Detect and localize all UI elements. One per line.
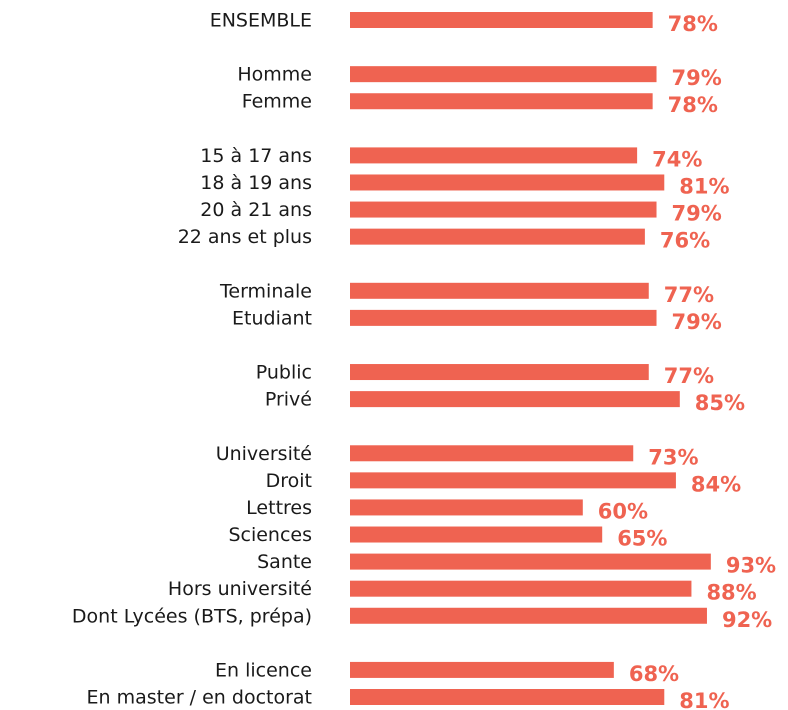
value-label: 74% bbox=[652, 147, 702, 171]
category-label: Sciences bbox=[228, 524, 312, 546]
value-label: 93% bbox=[726, 554, 776, 578]
value-label: 78% bbox=[668, 93, 718, 117]
value-label: 77% bbox=[664, 283, 714, 307]
category-label: Etudiant bbox=[232, 307, 312, 329]
value-label: 77% bbox=[664, 364, 714, 388]
value-label: 76% bbox=[660, 229, 710, 253]
bar bbox=[350, 201, 657, 218]
category-label: Lettres bbox=[246, 497, 312, 519]
category-label: En licence bbox=[215, 659, 312, 681]
value-label: 85% bbox=[695, 391, 745, 415]
bar bbox=[350, 689, 665, 705]
value-label: 79% bbox=[672, 310, 722, 334]
value-label: 88% bbox=[706, 581, 756, 605]
bar bbox=[350, 580, 692, 597]
value-label: 81% bbox=[679, 174, 729, 198]
value-label: 65% bbox=[617, 527, 667, 551]
category-label: Terminale bbox=[219, 280, 312, 302]
value-label: 79% bbox=[672, 66, 722, 90]
category-label: Droit bbox=[266, 470, 312, 492]
bar bbox=[350, 282, 649, 299]
bar bbox=[350, 661, 614, 678]
category-label: 18 à 19 ans bbox=[200, 172, 312, 194]
bar bbox=[350, 499, 583, 516]
category-label: 20 à 21 ans bbox=[200, 199, 312, 221]
value-label: 81% bbox=[679, 689, 729, 710]
value-label: 60% bbox=[598, 499, 648, 523]
value-label: 68% bbox=[629, 662, 679, 686]
category-label: Sante bbox=[257, 551, 312, 573]
bar bbox=[350, 553, 711, 570]
bar bbox=[350, 472, 676, 489]
category-label: Privé bbox=[265, 389, 312, 411]
bar bbox=[350, 174, 665, 191]
category-label: 15 à 17 ans bbox=[200, 145, 312, 167]
bar bbox=[350, 309, 657, 326]
value-label: 84% bbox=[691, 472, 741, 496]
value-label: 73% bbox=[648, 445, 698, 469]
category-label: Public bbox=[256, 362, 312, 384]
bar bbox=[350, 12, 653, 28]
category-label: En master / en doctorat bbox=[87, 687, 312, 709]
bar bbox=[350, 93, 653, 110]
value-label: 92% bbox=[722, 608, 772, 632]
category-label: Université bbox=[216, 443, 312, 465]
value-label: 79% bbox=[672, 202, 722, 226]
bar bbox=[350, 607, 707, 624]
category-label: ENSEMBLE bbox=[210, 10, 312, 32]
category-label: Hors université bbox=[168, 578, 312, 600]
bar bbox=[350, 228, 645, 245]
category-label: 22 ans et plus bbox=[178, 226, 312, 248]
bar bbox=[350, 391, 680, 408]
value-label: 78% bbox=[668, 12, 718, 36]
bar bbox=[350, 445, 634, 462]
category-label: Dont Lycées (BTS, prépa) bbox=[72, 605, 312, 627]
bar bbox=[350, 66, 657, 83]
category-label: Femme bbox=[242, 91, 312, 113]
bar bbox=[350, 526, 603, 543]
bar bbox=[350, 364, 649, 381]
bar bbox=[350, 147, 638, 164]
category-label: Homme bbox=[237, 64, 312, 86]
